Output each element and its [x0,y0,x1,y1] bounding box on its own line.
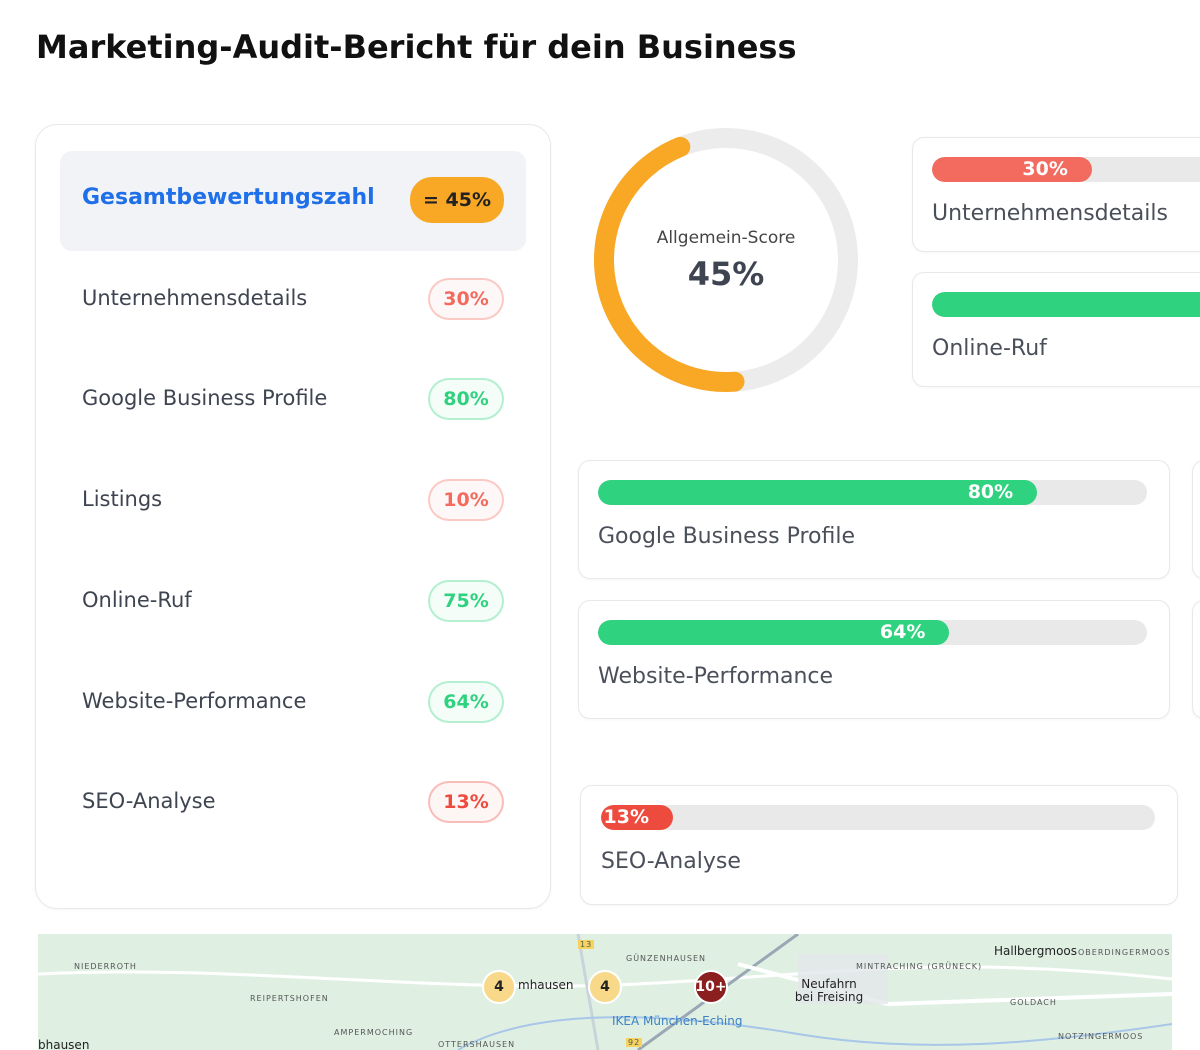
map-label: 13 [578,940,595,949]
map-label: NOTZINGERMOOS [1058,1032,1144,1041]
progress-fill: 13% [601,805,674,830]
map-cluster[interactable]: 4 [482,970,516,1004]
score-badge: 64% [428,681,504,723]
gauge-value: 45% [688,255,765,293]
progress-fill: 75% [932,292,1200,317]
map-label: Neufahrn bei Freising [794,977,864,1004]
row-label: Website-Performance [82,689,307,713]
progress-track: 64% [598,620,1147,645]
gauge: Allgemein-Score 45% [594,128,858,392]
row-label: Listings [82,487,163,511]
map-label: Hallbergmoos [994,944,1078,958]
card-label: SEO-Analyse [601,849,741,874]
score-card [578,600,1170,719]
progress-fill: 30% [932,157,1092,182]
score-card [578,460,1170,579]
score-card [912,137,1200,252]
map-label: bhausen [38,1038,90,1050]
gauge-arc [594,136,745,392]
map-label: mhausen [518,978,574,992]
row-label: Google Business Profile [82,386,328,410]
card-label: Unternehmensdetails [932,201,1168,226]
map[interactable]: NIEDERROTH REIPERTSHOFEN AMPERMOCHING OTTER… [38,934,1172,1050]
map-label: AMPERMOCHING [334,1028,414,1037]
map-label: GOLDACH [1010,998,1057,1007]
map-label: IKEA München-Eching [612,1014,743,1028]
card [1192,460,1200,579]
row-label: Unternehmensdetails [82,286,308,310]
map-label: OBERDINGERMOOS [1078,948,1171,957]
progress-label: 13% [603,806,650,828]
row-label: SEO-Analyse [82,789,216,813]
progress-label: 64% [879,621,926,643]
score-list [35,124,551,909]
score-badge: 10% [428,479,504,521]
map-label: MINTRACHING (GRÜNECK) [856,962,983,971]
overall-name: Gesamtbewertungszahl [82,185,375,210]
page-title: Marketing-Audit-Bericht für dein Busines… [36,28,797,66]
score-badge: 80% [428,378,504,420]
progress-track: 80% [598,480,1147,505]
score-badge: 75% [428,580,504,622]
progress-fill: 64% [598,620,950,645]
map-cluster[interactable]: 10+ [694,970,728,1004]
score-card [580,785,1178,905]
overall-badge: = 45% [410,177,504,223]
progress-track: 13% [601,805,1155,830]
progress-track: 75% [932,292,1200,317]
map-label: OTTERSHAUSEN [438,1040,516,1049]
row-label: Online-Ruf [82,588,192,612]
card-label: Google Business Profile [598,524,855,549]
card-label: Online-Ruf [932,336,1047,361]
map-label: GÜNZENHAUSEN [626,954,707,963]
map-label: REIPERTSHOFEN [250,994,329,1003]
progress-track: 30% [932,157,1200,182]
map-label: 92 [626,1038,643,1047]
gauge-label: Allgemein-Score [657,228,796,248]
progress-label: 80% [967,481,1014,503]
score-badge: 13% [428,781,504,823]
map-cluster[interactable]: 4 [588,970,622,1004]
card-label: Website-Performance [598,664,834,689]
progress-label: 30% [1022,158,1068,180]
progress-fill: 80% [598,480,1038,505]
map-label: NIEDERROTH [74,962,137,971]
card [1192,600,1200,719]
score-card [912,272,1200,387]
score-badge: 30% [428,278,504,320]
